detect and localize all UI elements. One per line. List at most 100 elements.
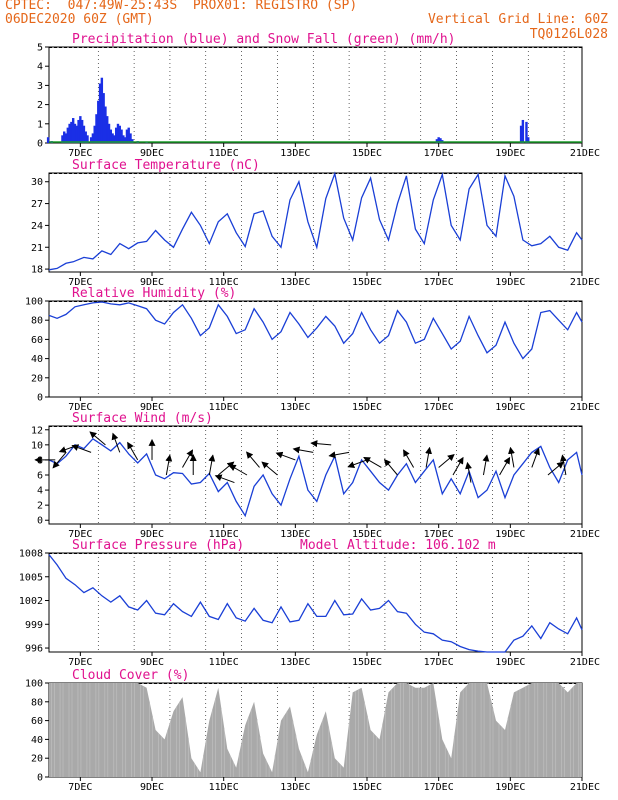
header-grid-note: Vertical Grid Line: 60Z [427,12,608,27]
precip-bar [127,127,130,143]
precip-bar [129,133,132,143]
precip-bar [104,106,107,143]
wind-arrow [214,474,235,484]
humidity-xtick-label: 7DEC [68,402,92,413]
wind-xtick-label: 17DEC [424,529,454,540]
precip-bar [79,116,82,143]
precip-bar [120,129,123,143]
precip-xtick-label: 9DEC [140,148,164,159]
pressure-subtitle: Model Altitude: 106.102 m [300,538,496,553]
precip-bar [122,135,125,143]
pressure-xtick-label: 21DEC [570,657,600,668]
humidity-xtick-label: 21DEC [570,402,600,413]
precip-bar [93,125,96,143]
cloud-title: Cloud Cover (%) [72,668,189,683]
precip-bar [84,131,87,143]
precip-bar [106,116,109,143]
wind-ytick-label: 10 [31,440,43,451]
cloud-xtick-label: 11DEC [209,782,239,793]
precip-bar [75,125,78,143]
temperature-ytick-label: 18 [31,265,43,276]
precip-xtick-label: 15DEC [352,148,382,159]
temperature-frame [48,172,583,273]
pressure-xtick-label: 17DEC [424,657,454,668]
cloud-xtick-label: 7DEC [68,782,92,793]
precip-bar [95,114,98,143]
precip-bar [118,125,121,143]
cloud-ytick-label: 100 [25,679,43,690]
wind-frame [48,425,583,525]
temperature-xtick-label: 15DEC [352,277,382,288]
precip-bar [131,139,134,143]
precip-ytick-label: 3 [37,81,43,92]
humidity-ytick-label: 40 [31,354,43,365]
wind-ytick-label: 4 [37,486,43,497]
pressure-xtick-label: 13DEC [280,657,310,668]
humidity-ytick-label: 80 [31,316,43,327]
wind-arrow [465,461,472,483]
cloud-xtick-label: 21DEC [570,782,600,793]
precip-bar [111,133,114,143]
humidity-xtick-label: 17DEC [424,402,454,413]
wind-arrow [182,449,193,468]
wind-arrow [89,431,106,446]
precip-bar [77,119,80,143]
precip-bar [437,137,440,143]
precip-bar [91,133,95,143]
humidity-ytick-label: 20 [31,373,43,384]
wind-arrow [217,461,235,476]
wind-ytick-label: 6 [37,471,43,482]
precip-bar [435,139,439,143]
wind-arrow [363,456,382,468]
cloud-xtick-label: 9DEC [140,782,164,793]
wind-ytick-label: 2 [37,501,43,512]
wind-arrow [127,441,139,461]
wind-ytick-label: 12 [31,425,43,436]
cloud-xtick-label: 19DEC [495,782,525,793]
precip-bar [89,137,93,143]
precip-xtick-label: 19DEC [495,148,525,159]
cloud-xtick-label: 17DEC [424,782,454,793]
cloud-ytick-label: 40 [31,735,43,746]
pressure-xtick-label: 7DEC [68,657,92,668]
precip-bar [107,123,111,143]
wind-xtick-label: 7DEC [68,529,92,540]
humidity-title: Relative Humidity (%) [72,286,236,301]
precip-bar [519,125,523,143]
pressure-ytick-label: 1002 [19,596,43,607]
cloud-xtick-label: 15DEC [352,782,382,793]
pressure-ytick-label: 1005 [19,572,43,583]
temperature-xtick-label: 11DEC [209,277,239,288]
temperature-xtick-label: 17DEC [424,277,454,288]
humidity-xtick-label: 9DEC [140,402,164,413]
precip-bar [525,121,528,143]
precip-bar [527,137,530,143]
precip-bar [97,100,100,143]
header-model-id: TQ0126L028 [529,27,608,42]
precip-ytick-label: 4 [37,62,43,73]
wind-arrow [508,446,515,468]
precip-bar [125,129,129,143]
wind-arrow [383,458,398,476]
temperature-ytick-label: 24 [31,221,43,232]
precip-ytick-label: 0 [37,139,43,150]
header-location: CPTEC: 047:49W-25:43S PROX01: REGISTRO (… [5,0,358,13]
wind-arrow [452,456,464,476]
precip-bar [109,129,113,143]
temperature-xtick-label: 9DEC [140,277,164,288]
humidity-xtick-label: 15DEC [352,402,382,413]
precip-bar [439,138,442,143]
humidity-xtick-label: 13DEC [280,402,310,413]
humidity-frame [48,300,583,398]
wind-arrow [246,451,260,468]
temperature-line [48,171,583,271]
wind-arrow [71,444,92,453]
wind-arrow [52,452,67,469]
cloud-ytick-label: 20 [31,754,43,765]
precip-xtick-label: 7DEC [68,148,92,159]
wind-ytick-label: 0 [37,516,43,527]
precip-bar [46,137,50,143]
wind-arrow [499,456,511,476]
humidity-ytick-label: 100 [25,297,43,308]
